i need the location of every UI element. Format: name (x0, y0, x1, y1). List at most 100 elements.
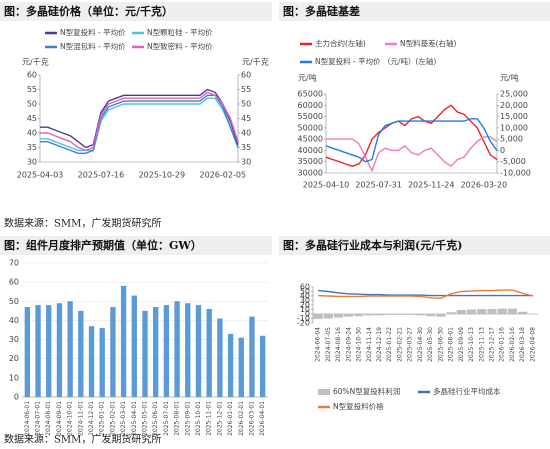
x-tick-label: 2025-03-01 (120, 401, 127, 436)
y2-tick-label: 50 (241, 100, 251, 109)
bar (120, 285, 127, 397)
bar (142, 310, 148, 397)
x-tick-label: 2025-12-17 (488, 327, 495, 362)
series-line (40, 88, 239, 149)
y2-tick-label: 30 (241, 158, 251, 167)
y-tick-label: 0 (305, 310, 310, 319)
y-tick-label: 45000 (298, 135, 323, 144)
x-tick-label: 2026-01-01 (227, 401, 234, 436)
legend-label: N型复投料 - 平均价 (60, 27, 126, 37)
bar (395, 314, 405, 315)
panel-header (279, 236, 550, 255)
y-tick-label: 20 (300, 301, 310, 310)
y-tick-label: 60 (300, 283, 310, 292)
x-tick-label: 2025-04-10 (303, 181, 350, 190)
series-line (326, 136, 498, 173)
bar (507, 308, 518, 314)
bar (446, 312, 456, 314)
series-line (325, 118, 498, 163)
series-line (40, 97, 239, 152)
x-tick-label: 2026-02-05 (200, 171, 247, 180)
x-tick-label: 2025-03-27 (407, 327, 414, 362)
x-tick-label: 2024-10-30 (356, 327, 363, 362)
y-tick-label: 50 (27, 100, 37, 109)
series-line (325, 104, 498, 167)
y2-tick-label: 0 (500, 146, 505, 155)
y-tick-label: 50 (300, 287, 310, 296)
y2-tick-label: 35 (241, 143, 251, 152)
bar (88, 326, 95, 397)
y-tick-label: -20 (297, 319, 310, 328)
legend-label: N型致密料 - 平均价 (147, 41, 213, 51)
bar (227, 333, 234, 397)
bar (46, 305, 52, 397)
bar (354, 314, 364, 317)
legend-swatch (318, 389, 330, 395)
chart-title: 图：组件月度排产预期值（单位：GW） (4, 238, 202, 252)
chart-title: 图：多晶硅价格（单位：元/千克） (4, 4, 173, 18)
x-tick-label: 2026-03-20 (461, 181, 508, 190)
x-tick-label: 2024-08-16 (335, 327, 342, 362)
y-tick-label: 60 (9, 278, 19, 287)
y-tick-label: 60 (27, 71, 37, 80)
x-tick-label: 2025-01-22 (386, 327, 393, 362)
y-tick-label: 60000 (298, 101, 323, 110)
y2-tick-label: 10,000 (500, 123, 528, 132)
bar (456, 309, 466, 314)
bar (185, 303, 191, 397)
x-tick-label: 2024-12-01 (88, 401, 95, 436)
x-tick-label: 2024-06-04 (315, 327, 322, 362)
bar (67, 301, 73, 397)
bar (313, 314, 323, 319)
x-tick-label: 2025-07-16 (78, 171, 125, 180)
y-tick-label: 45 (27, 114, 37, 123)
x-tick-label: 2025-07-01 (163, 401, 170, 436)
y-tick-label: 20 (9, 354, 19, 363)
chart-title: 图：多晶硅行业成本与利润(元/千克) (283, 238, 462, 252)
bar (364, 314, 374, 316)
bar (333, 314, 344, 318)
y-tick-label: 70 (9, 259, 19, 268)
x-tick-label: 2026-03-01 (248, 401, 255, 436)
bar (217, 318, 223, 397)
series-line (318, 289, 534, 300)
bar (24, 307, 31, 397)
legend-label: N型复投料价格 (333, 401, 384, 411)
x-tick-label: 2024-06-01 (24, 401, 31, 436)
legend-label: 主力合约(左轴) (315, 38, 366, 48)
panel-header (279, 2, 550, 21)
y2-tick-label: 45 (241, 114, 251, 123)
legend-label: N型混包料 - 平均价 (60, 41, 126, 51)
x-tick-label: 2026-03-18 (519, 327, 526, 362)
y-tick-label: 50000 (298, 123, 323, 132)
x-tick-label: 2024-12-19 (376, 327, 383, 362)
y-tick-label: 55000 (298, 112, 323, 121)
y-tick-label: 30 (27, 158, 37, 167)
x-tick-label: 2026-04-08 (529, 327, 536, 362)
x-tick-label: 2025-08-01 (448, 327, 455, 362)
bar (99, 328, 105, 397)
x-tick-label: 2025-07-31 (355, 181, 402, 190)
bar (78, 310, 84, 397)
y2-tick-label: 15,000 (500, 112, 528, 121)
x-tick-label: 2025-05-01 (142, 401, 149, 436)
bar (436, 314, 446, 317)
y-tick-label: -10 (297, 314, 310, 323)
y-axis-label: 元/千克 (22, 57, 49, 67)
panel-header (0, 236, 272, 255)
bar (174, 301, 180, 397)
x-tick-label: 2025-11-01 (206, 401, 213, 436)
x-tick-label: 2025-05-30 (427, 327, 434, 362)
y-tick-label: 50 (9, 297, 19, 306)
bar (344, 314, 354, 317)
y2-axis-label: 元/吨 (500, 73, 519, 83)
bar (374, 314, 385, 316)
bar (163, 305, 170, 397)
y-tick-label: 30 (9, 335, 19, 344)
x-tick-label: 2024-07-01 (35, 401, 42, 436)
y-tick-label: 0 (14, 393, 19, 402)
source-note: 数据来源：SMM，广发期货研究所 (4, 433, 161, 446)
x-tick-label: 2025-04-30 (417, 327, 424, 362)
y2-tick-label: -5,000 (500, 157, 526, 166)
